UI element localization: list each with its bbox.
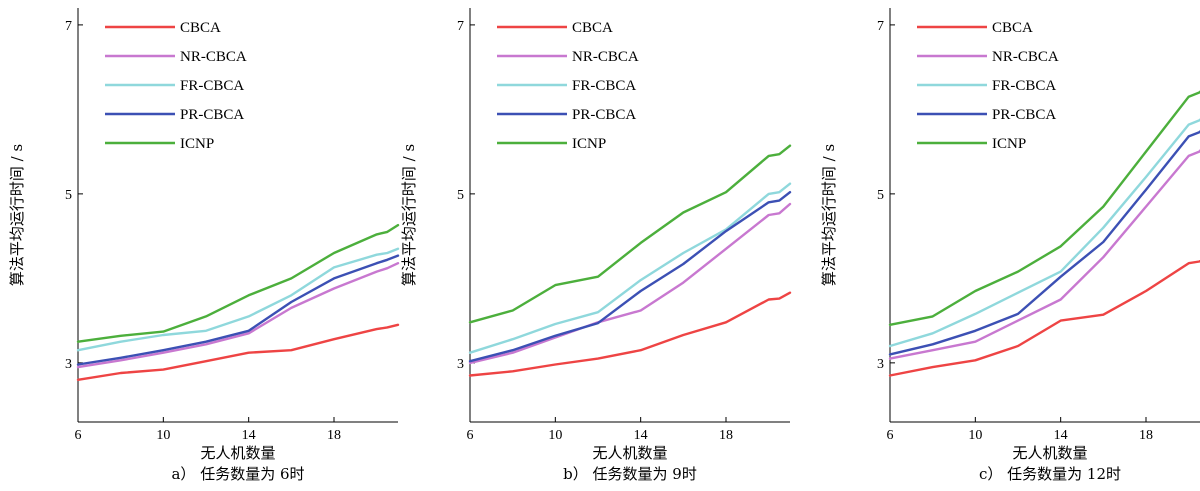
x-tick-label: 6 [467, 428, 474, 443]
legend-label-nr-cbca: NR-CBCA [180, 49, 247, 65]
legend-label-fr-cbca: FR-CBCA [572, 78, 636, 94]
series-line-icnp [888, 90, 1200, 326]
x-tick-label: 14 [242, 428, 256, 443]
y-tick-label: 5 [877, 188, 884, 203]
x-axis-title: 无人机数量 [1012, 444, 1087, 462]
series-line-nr-cbca [468, 202, 792, 365]
y-axis-title: 算法平均运行时间 / s [400, 144, 418, 286]
chart-panel-3: 6 10 14 18 3 5 7 无人机数量 算法平均运行时间 / s c） 任务数量为 12时 C… [820, 8, 1200, 483]
legend-label-pr-cbca: PR-CBCA [180, 107, 244, 123]
series-line-nr-cbca [888, 149, 1200, 360]
y-tick-label: 3 [877, 357, 884, 372]
x-tick-label: 6 [75, 428, 82, 443]
legend-label-nr-cbca: NR-CBCA [992, 49, 1059, 65]
y-axis-title: 算法平均运行时间 / s [820, 144, 838, 286]
legend-label-fr-cbca: FR-CBCA [180, 78, 244, 94]
legend-label-pr-cbca: PR-CBCA [572, 107, 636, 123]
series-line-pr-cbca [468, 191, 792, 363]
panel-caption: c） 任务数量为 12时 [979, 465, 1121, 483]
x-tick-label: 18 [327, 428, 341, 443]
legend-label-cbca: CBCA [180, 20, 221, 36]
series-line-fr-cbca [888, 118, 1200, 348]
chart-panel-1: 6 10 14 18 3 5 7 无人机数量 算法平均运行时间 / s a） 任务数量为 6时 CB… [8, 8, 400, 483]
y-tick-label: 7 [877, 19, 884, 34]
y-tick-label: 3 [65, 357, 72, 372]
series-line-icnp [76, 223, 400, 343]
x-axis-title: 无人机数量 [592, 444, 667, 462]
series-line-cbca [468, 291, 792, 377]
y-axis-title: 算法平均运行时间 / s [8, 144, 26, 286]
series-line-pr-cbca [888, 130, 1200, 356]
x-tick-label: 14 [634, 428, 648, 443]
y-tick-label: 5 [457, 188, 464, 203]
legend: CBCA NR-CBCA FR-CBCA PR-CBCA ICNP [917, 20, 1059, 152]
x-axis-title: 无人机数量 [200, 444, 275, 462]
series-line-fr-cbca [468, 182, 792, 354]
series-line-icnp [468, 144, 792, 324]
x-tick-label: 10 [156, 428, 170, 443]
legend-label-cbca: CBCA [992, 20, 1033, 36]
chart-panel-2: 6 10 14 18 3 5 7 无人机数量 算法平均运行时间 / s b） 任务数量为 9时 CB… [400, 8, 792, 483]
y-tick-label: 3 [457, 357, 464, 372]
legend: CBCA NR-CBCA FR-CBCA PR-CBCA ICNP [105, 20, 247, 152]
y-tick-label: 5 [65, 188, 72, 203]
x-tick-label: 6 [887, 428, 894, 443]
x-tick-label: 18 [1139, 428, 1153, 443]
legend-label-icnp: ICNP [572, 136, 606, 152]
x-tick-label: 10 [548, 428, 562, 443]
series-line-fr-cbca [76, 247, 400, 352]
series-line-pr-cbca [76, 254, 400, 366]
legend-label-cbca: CBCA [572, 20, 613, 36]
x-tick-label: 18 [719, 428, 733, 443]
y-tick-label: 7 [65, 19, 72, 34]
panel-caption: a） 任务数量为 6时 [171, 465, 304, 483]
legend-label-fr-cbca: FR-CBCA [992, 78, 1056, 94]
series-line-nr-cbca [76, 262, 400, 369]
legend-label-pr-cbca: PR-CBCA [992, 107, 1056, 123]
x-tick-label: 14 [1054, 428, 1068, 443]
legend-label-icnp: ICNP [992, 136, 1026, 152]
legend-label-icnp: ICNP [180, 136, 214, 152]
legend: CBCA NR-CBCA FR-CBCA PR-CBCA ICNP [497, 20, 639, 152]
panel-caption: b） 任务数量为 9时 [563, 465, 697, 483]
series-line-cbca [888, 259, 1200, 377]
x-tick-label: 10 [968, 428, 982, 443]
y-tick-label: 7 [457, 19, 464, 34]
series-line-cbca [76, 323, 400, 381]
legend-label-nr-cbca: NR-CBCA [572, 49, 639, 65]
